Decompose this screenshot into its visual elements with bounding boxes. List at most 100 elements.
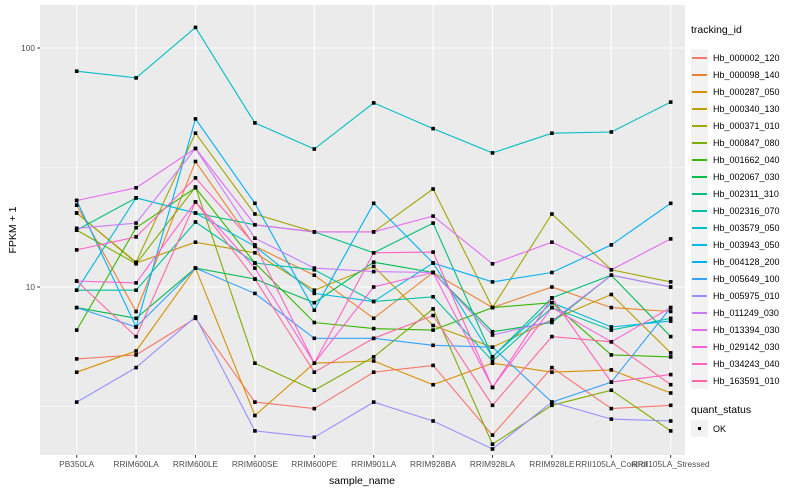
- legend-title-quant-status: quant_status: [691, 404, 752, 416]
- data-point: [668, 305, 673, 310]
- legend-key: [691, 66, 708, 83]
- series-color-line-icon: [692, 57, 707, 59]
- data-point: [193, 25, 198, 30]
- data-point: [431, 261, 435, 265]
- data-point: [550, 212, 554, 216]
- data-point: [134, 281, 138, 285]
- data-point: [550, 400, 554, 404]
- series-color-line-icon: [692, 244, 707, 246]
- legend-key: [691, 372, 708, 389]
- legend-entry: Hb_005649_100: [691, 270, 799, 287]
- data-point: [134, 353, 138, 357]
- plot-panel: [40, 5, 685, 455]
- legend-key: [691, 49, 708, 66]
- legend-key: [691, 287, 708, 304]
- data-point: [431, 343, 435, 348]
- legend-key: [691, 100, 708, 117]
- data-point: [371, 400, 376, 404]
- legend-key: [691, 185, 708, 202]
- x-tick-label: RRIM901LA: [351, 459, 397, 469]
- data-point: [609, 417, 614, 421]
- data-point: [371, 285, 376, 289]
- legend-entry-label: Hb_029142_030: [713, 341, 780, 352]
- legend-entry: Hb_003943_050: [691, 236, 799, 253]
- data-point: [371, 269, 376, 274]
- legend-key: [691, 117, 708, 134]
- series-color-line-icon: [692, 329, 707, 331]
- data-point: [371, 359, 376, 363]
- data-point: [312, 147, 317, 151]
- data-point: [253, 413, 257, 418]
- data-point: [550, 365, 554, 370]
- series-color-line-icon: [692, 278, 707, 280]
- data-point: [490, 442, 495, 446]
- data-point: [431, 126, 435, 131]
- data-point: [134, 334, 138, 339]
- data-point: [312, 230, 317, 234]
- data-point: [431, 328, 435, 332]
- data-point: [253, 212, 257, 216]
- data-point: [193, 266, 198, 270]
- data-point: [74, 357, 79, 361]
- data-point: [134, 349, 138, 353]
- data-point: [431, 313, 435, 318]
- data-point: [253, 243, 257, 247]
- x-tick-label: RRII105LA_Stressed: [631, 459, 710, 469]
- data-point: [609, 268, 614, 272]
- data-point: [668, 403, 673, 408]
- data-point: [312, 435, 317, 440]
- legend-entry-label: Hb_000847_080: [713, 137, 780, 148]
- data-point: [312, 388, 317, 392]
- data-point: [431, 295, 435, 299]
- data-point: [371, 299, 376, 304]
- data-point: [312, 300, 317, 305]
- legend-entry-label: OK: [713, 423, 727, 434]
- data-point: [609, 273, 614, 277]
- legend-key: [691, 168, 708, 185]
- series-color-line-icon: [692, 74, 707, 76]
- data-point: [550, 334, 554, 339]
- data-point: [134, 235, 138, 239]
- data-point: [134, 221, 138, 225]
- data-point: [668, 201, 673, 206]
- legend-entry-label: Hb_004128_200: [713, 256, 780, 267]
- legend-entry: Hb_000002_120: [691, 49, 799, 66]
- data-point: [609, 368, 614, 372]
- data-point: [668, 309, 673, 314]
- data-point: [193, 220, 198, 224]
- data-points: [74, 25, 673, 451]
- legend-entry-label: Hb_005975_010: [713, 290, 780, 301]
- y-tick-label: 100: [21, 43, 35, 53]
- data-point: [253, 291, 257, 296]
- x-tick-label: RRIM600SE: [231, 459, 278, 469]
- data-point: [609, 325, 614, 329]
- data-point: [134, 262, 138, 266]
- data-point: [312, 266, 317, 270]
- data-point: [431, 250, 435, 254]
- legend-entry: Hb_029142_030: [691, 338, 799, 355]
- data-point: [74, 305, 79, 310]
- legend-entry: Hb_002067_030: [691, 168, 799, 185]
- data-point: [253, 236, 257, 240]
- data-point: [134, 186, 138, 190]
- data-point: [74, 279, 79, 283]
- legend-key: [691, 236, 708, 253]
- data-point: [134, 309, 138, 314]
- data-point: [668, 382, 673, 387]
- data-point: [134, 196, 138, 200]
- data-point: [193, 159, 198, 164]
- series-color-line-icon: [692, 261, 707, 263]
- data-point: [371, 336, 376, 341]
- data-point: [550, 270, 554, 275]
- data-point: [490, 433, 495, 437]
- series-color-line-icon: [692, 159, 707, 161]
- series-color-line-icon: [692, 91, 707, 93]
- x-tick-label: PB350LA: [59, 459, 95, 469]
- data-point: [371, 201, 376, 206]
- data-point: [490, 359, 495, 363]
- legend-key: [691, 304, 708, 321]
- data-point: [490, 329, 495, 334]
- data-point: [490, 385, 495, 390]
- data-point: [550, 305, 554, 310]
